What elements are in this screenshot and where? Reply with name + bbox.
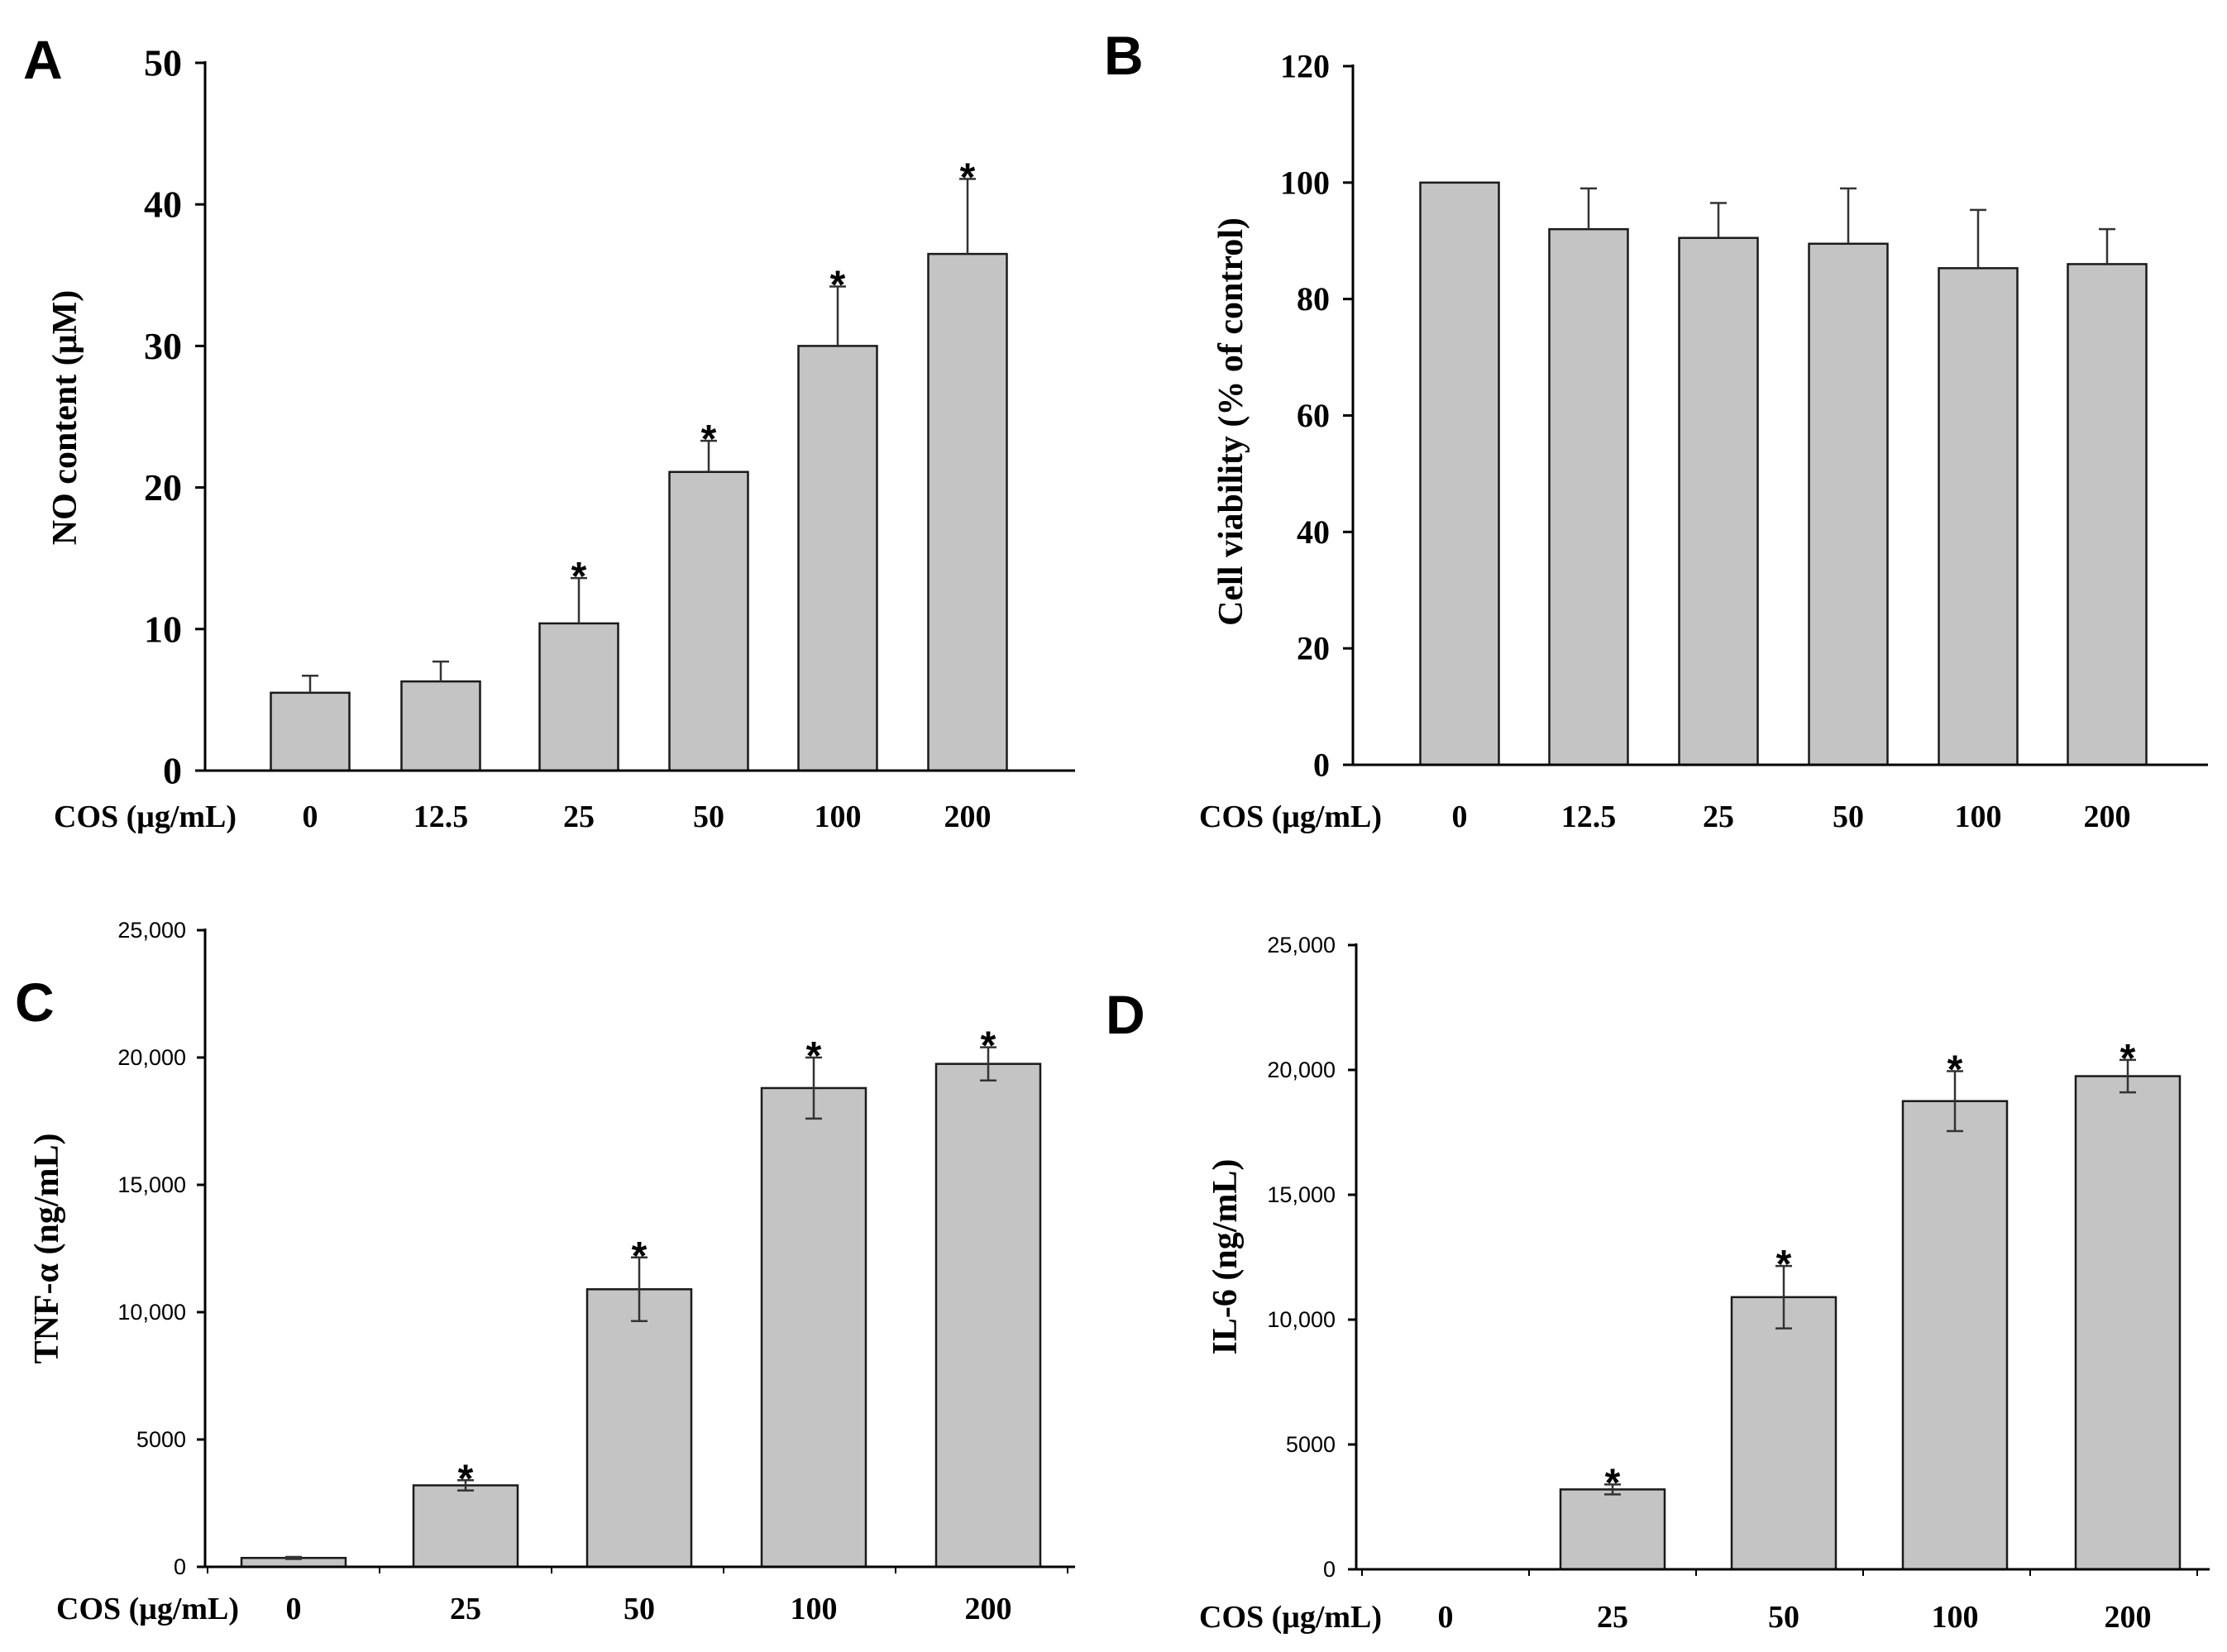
bar	[270, 691, 351, 772]
x-tick-label: 100	[1932, 1600, 1979, 1635]
significance-mark: *	[806, 1034, 822, 1078]
x-tick-label: 200	[2105, 1600, 2152, 1635]
significance-mark: *	[1605, 1461, 1621, 1505]
significance-mark: *	[458, 1457, 474, 1501]
x-tick-label: 50	[693, 800, 724, 834]
panel-c: C 0 * 25 * 50 * 100 * 200 0 5000 10,000 15,000 20,000 2…	[15, 918, 1075, 1626]
x-tick-label: 50	[624, 1592, 655, 1626]
bar	[2067, 263, 2148, 766]
bar	[760, 1086, 867, 1568]
x-tick-label: 50	[1768, 1600, 1799, 1635]
x-tick-label: 12.5	[1561, 800, 1617, 834]
x-tick-label: 0	[286, 1592, 302, 1626]
y-tick-label: 20,000	[117, 1045, 186, 1070]
x-tick-label: 0	[303, 800, 318, 834]
y-tick-label: 30	[144, 325, 182, 367]
y-tick-label: 10,000	[1267, 1307, 1336, 1332]
x-axis-label: COS (μg/mL)	[1199, 800, 1382, 834]
bar	[1678, 236, 1759, 766]
y-tick-label: 5000	[136, 1427, 186, 1452]
significance-mark: *	[701, 418, 717, 461]
y-axis-label: NO content (μM)	[46, 290, 84, 545]
x-tick-label: 200	[2084, 800, 2131, 834]
y-tick-label: 5000	[1286, 1432, 1336, 1457]
panel-letter: A	[23, 29, 63, 90]
significance-mark: *	[981, 1024, 996, 1068]
x-tick-label: 25	[450, 1592, 481, 1626]
bar	[927, 252, 1008, 772]
panel-d: D 0 * 25 * 50 * 100 * 200 0 5000 10,000 15,000 20,000 2…	[1106, 933, 2210, 1635]
y-tick-label: 15,000	[1267, 1182, 1336, 1207]
bar	[1938, 267, 2019, 766]
y-tick-label: 25,000	[117, 918, 186, 943]
x-tick-label: 0	[1438, 1600, 1454, 1635]
bar	[585, 1288, 693, 1568]
panel-letter: D	[1106, 984, 1145, 1045]
x-tick-label: 100	[815, 800, 862, 834]
bar	[1901, 1100, 2009, 1571]
y-tick-label: 0	[1323, 1557, 1336, 1582]
y-tick-label: 80	[1297, 280, 1330, 318]
significance-mark: *	[1776, 1243, 1792, 1287]
significance-mark: *	[830, 263, 846, 307]
y-tick-label: 20,000	[1267, 1058, 1336, 1082]
y-tick-label: 20	[1297, 630, 1330, 667]
y-tick-label: 20	[144, 466, 182, 508]
bar	[400, 680, 481, 772]
panel-letter: B	[1104, 25, 1144, 86]
y-tick-label: 40	[1297, 513, 1330, 551]
bar	[538, 622, 619, 772]
bar	[797, 345, 878, 772]
panel-b: B 0 12.5 25 50 100 200 0 20 40 60 80 100 120 COS (μg/m…	[1104, 25, 2208, 834]
x-axis-label: COS (μg/mL)	[54, 800, 237, 834]
y-axis-label: Cell viability (% of control)	[1212, 217, 1250, 626]
y-tick-label: 10,000	[117, 1300, 186, 1325]
bar	[1548, 227, 1629, 766]
x-tick-label: 200	[944, 800, 992, 834]
y-axis-label: IL-6 (ng/mL)	[1207, 1159, 1245, 1355]
y-tick-label: 0	[174, 1554, 186, 1579]
panel-letter: C	[15, 972, 55, 1033]
y-tick-label: 50	[144, 42, 182, 84]
x-tick-label: 25	[1703, 800, 1734, 834]
x-tick-label: 50	[1833, 800, 1864, 834]
bar	[1808, 242, 1889, 766]
panel-a: A 0 12.5 * 25 * 50 * 100 * 200 0 10 20 30 40 50 COS (μg/m…	[23, 29, 1075, 834]
x-tick-label: 12.5	[413, 800, 469, 834]
bar	[1559, 1488, 1666, 1571]
x-axis-label: COS (μg/mL)	[1199, 1600, 1382, 1635]
bar	[1419, 181, 1500, 766]
x-tick-label: 0	[1452, 800, 1468, 834]
y-tick-label: 60	[1297, 397, 1330, 434]
x-tick-label: 200	[965, 1592, 1012, 1626]
y-tick-label: 10	[144, 608, 182, 650]
bar	[934, 1062, 1042, 1568]
y-axis-label: TNF-α (ng/mL)	[28, 1134, 66, 1364]
y-tick-label: 120	[1280, 48, 1330, 85]
x-tick-label: 100	[1955, 800, 2002, 834]
x-tick-label: 25	[1597, 1600, 1628, 1635]
significance-mark: *	[2120, 1037, 2136, 1081]
y-tick-label: 0	[163, 750, 182, 792]
y-tick-label: 40	[144, 184, 182, 226]
significance-mark: *	[632, 1234, 648, 1278]
x-tick-label: 25	[563, 800, 595, 834]
x-tick-label: 100	[791, 1592, 838, 1626]
y-tick-label: 100	[1280, 164, 1330, 201]
y-tick-label: 25,000	[1267, 933, 1336, 957]
y-tick-label: 0	[1313, 747, 1330, 784]
significance-mark: *	[1947, 1048, 1963, 1092]
bar	[668, 470, 749, 772]
bar	[2074, 1075, 2182, 1571]
significance-mark: *	[571, 555, 587, 599]
significance-mark: *	[960, 155, 976, 199]
bar	[1730, 1296, 1838, 1571]
x-axis-label: COS (μg/mL)	[56, 1592, 239, 1626]
y-tick-label: 15,000	[117, 1172, 186, 1197]
bar	[412, 1484, 519, 1568]
